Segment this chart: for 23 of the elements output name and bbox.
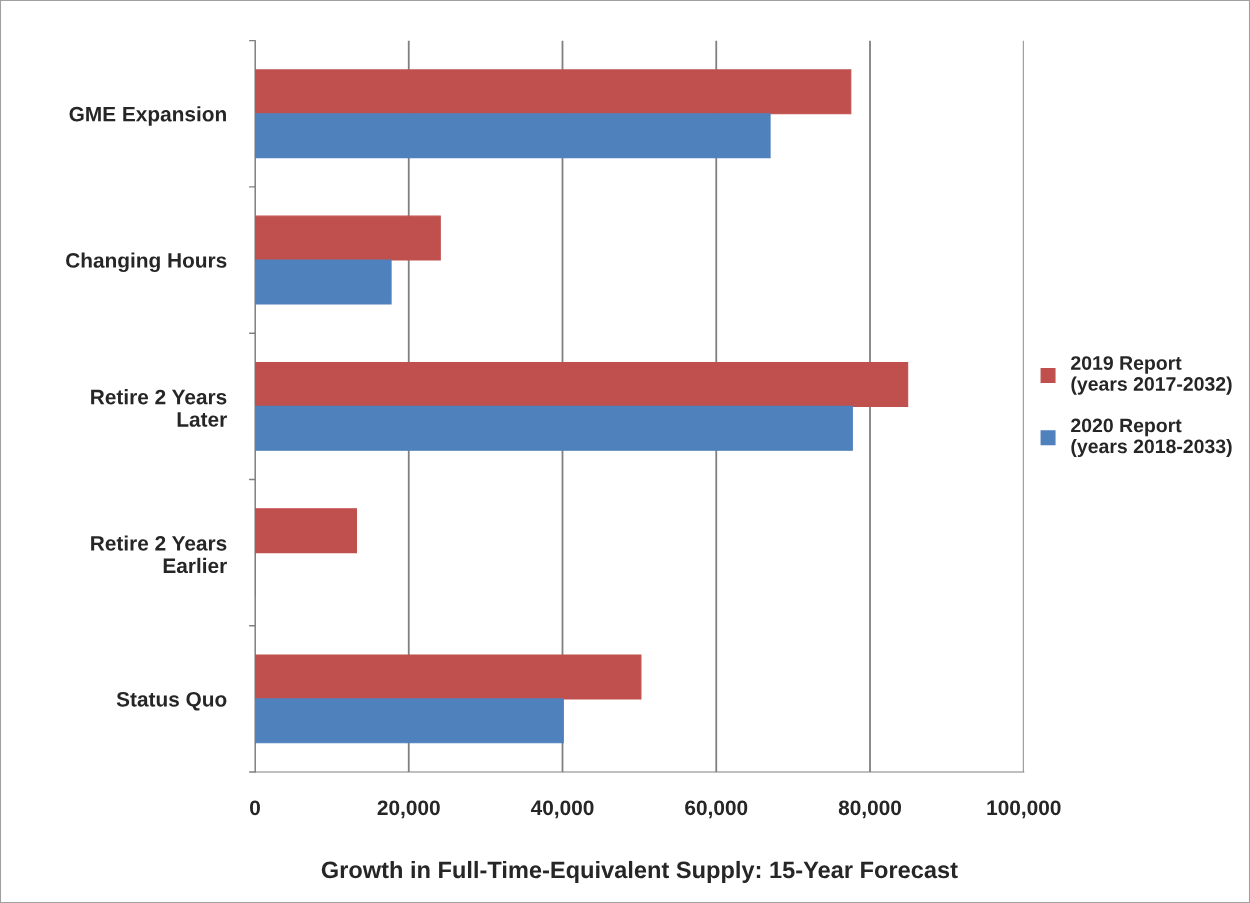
x-tick-label: 40,000 (530, 800, 594, 819)
bar (255, 508, 358, 554)
x-tick-label: 100,000 (987, 800, 1061, 819)
y-tick-label: Changing Hours (66, 252, 227, 273)
legend-label: 2020 Report (years 2018-2033) (1071, 418, 1232, 458)
y-tick-label: Retire 2 Years Later (91, 389, 227, 427)
bar (255, 405, 853, 451)
x-tick-label: 80,000 (838, 800, 902, 819)
bar (255, 654, 642, 700)
bar (255, 259, 392, 305)
bar (255, 215, 441, 261)
x-tick-label: 0 (250, 800, 260, 816)
x-axis-title: Growth in Full-Time-Equivalent Supply: 15-Year Forecast (321, 860, 958, 883)
bar (255, 113, 771, 159)
y-tick-label: GME Expansion (69, 106, 226, 126)
x-tick-label: 60,000 (685, 800, 748, 819)
y-tick-label: Status Quo (116, 691, 227, 711)
bar (255, 69, 852, 115)
y-tick-label: Retire 2 Years Earlier (91, 535, 227, 574)
bar (255, 698, 564, 744)
bar (255, 361, 909, 407)
x-tick-label: 20,000 (377, 800, 440, 819)
legend-label: 2019 Report (years 2017-2032) (1071, 356, 1232, 395)
